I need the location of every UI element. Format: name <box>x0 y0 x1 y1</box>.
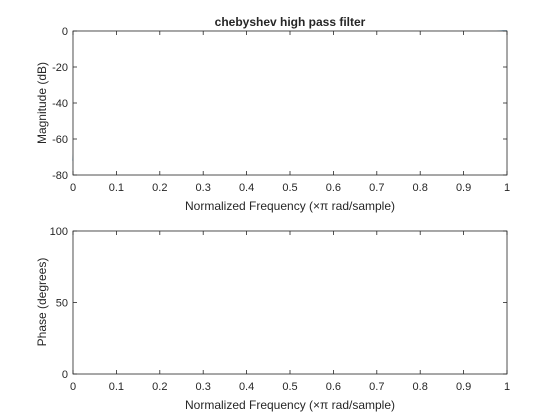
magnitude-x-tick-label: 0.2 <box>152 182 167 194</box>
phase-y-tick-label: 100 <box>50 226 68 238</box>
phase-x-axis-label: Normalized Frequency (×π rad/sample) <box>185 398 395 412</box>
phase-plot: 0 0.1 0.2 0.3 0.4 0.5 0.6 0.7 0.8 0.9 1 0 50 100 Norm… <box>35 226 510 412</box>
magnitude-plot: 0 0.1 0.2 0.3 0.4 0.5 0.6 0.7 0.8 0.9 1 -80 -60 -40 -2… <box>35 15 510 213</box>
phase-x-tick-label: 0.4 <box>239 381 254 393</box>
magnitude-y-tick-label: -80 <box>52 170 68 182</box>
magnitude-y-tick-label: 0 <box>62 26 68 38</box>
phase-y-tick-label: 0 <box>62 369 68 381</box>
magnitude-x-tick-label: 0.5 <box>282 182 297 194</box>
magnitude-x-axis-label: Normalized Frequency (×π rad/sample) <box>185 199 395 213</box>
magnitude-x-tick-label: 0.9 <box>456 182 471 194</box>
phase-x-tick-label: 0.8 <box>413 381 428 393</box>
phase-y-axis-label: Phase (degrees) <box>35 258 49 347</box>
phase-axes-box <box>72 230 508 375</box>
magnitude-y-tick-label: -60 <box>52 134 68 146</box>
phase-x-tick-label: 0.9 <box>456 381 471 393</box>
magnitude-y-axis-label: Magnitude (dB) <box>35 62 49 144</box>
magnitude-ticks: 0 0.1 0.2 0.3 0.4 0.5 0.6 0.7 0.8 0.9 1 -80 -60 -40 -2… <box>52 26 510 194</box>
phase-x-tick-label: 0.7 <box>369 381 384 393</box>
magnitude-x-tick-label: 0.6 <box>326 182 341 194</box>
phase-ticks: 0 0.1 0.2 0.3 0.4 0.5 0.6 0.7 0.8 0.9 1 0 50 100 <box>50 226 510 393</box>
magnitude-x-tick-label: 0.3 <box>196 182 211 194</box>
phase-y-tick-label: 50 <box>56 298 68 310</box>
magnitude-y-tick-label: -40 <box>52 98 68 110</box>
chart-title: chebyshev high pass filter <box>215 15 366 29</box>
phase-x-tick-label: 0.6 <box>326 381 341 393</box>
phase-x-tick-label: 0.5 <box>282 381 297 393</box>
magnitude-x-tick-label: 0 <box>70 182 76 194</box>
phase-x-tick-label: 0.2 <box>152 381 167 393</box>
magnitude-axes-box <box>72 30 508 176</box>
magnitude-x-tick-label: 0.4 <box>239 182 254 194</box>
magnitude-x-tick-label: 1 <box>504 182 510 194</box>
magnitude-x-tick-label: 0.1 <box>109 182 124 194</box>
phase-x-tick-label: 0.1 <box>109 381 124 393</box>
magnitude-x-tick-label: 0.8 <box>413 182 428 194</box>
magnitude-x-tick-label: 0.7 <box>369 182 384 194</box>
magnitude-y-tick-label: -20 <box>52 62 68 74</box>
phase-x-tick-label: 0.3 <box>196 381 211 393</box>
phase-x-tick-label: 1 <box>504 381 510 393</box>
phase-x-tick-label: 0 <box>70 381 76 393</box>
